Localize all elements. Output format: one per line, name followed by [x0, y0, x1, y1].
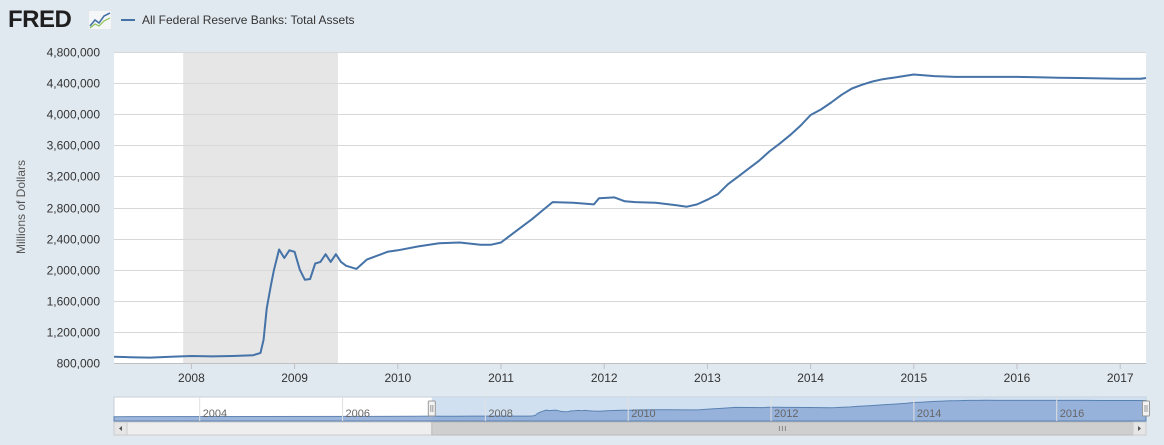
- x-tick-label: 2008: [178, 371, 205, 385]
- x-tick-label: 2010: [384, 371, 411, 385]
- scroll-left-arrow-icon: [119, 426, 122, 431]
- x-tick-label: 2013: [694, 371, 721, 385]
- y-tick-label: 2,800,000: [47, 202, 101, 216]
- series-layer: [113, 73, 1147, 359]
- y-tick-label: 4,800,000: [47, 46, 101, 60]
- fred-chart-logo-icon: [88, 10, 112, 30]
- x-tick-label: 2014: [797, 371, 824, 385]
- x-tick-label: 2012: [591, 371, 618, 385]
- y-tick-label: 2,000,000: [47, 264, 101, 278]
- recession-band: [183, 52, 338, 363]
- y-tick-label: 4,000,000: [47, 108, 101, 122]
- scroll-right-arrow-icon: [1138, 426, 1141, 431]
- navigator-left-handle[interactable]: [427, 400, 436, 417]
- y-tick-label: 1,200,000: [47, 326, 101, 340]
- navigator-tick-label: 2006: [346, 408, 370, 420]
- navigator-tick-label: 2014: [917, 408, 941, 420]
- x-tick-label: 2016: [1004, 371, 1031, 385]
- y-tick-label: 3,600,000: [47, 139, 101, 153]
- x-tick-label: 2015: [900, 371, 927, 385]
- x-tick-label: 2009: [281, 371, 308, 385]
- y-tick-label: 4,400,000: [47, 77, 101, 91]
- navigator-right-handle[interactable]: [1142, 400, 1150, 417]
- fred-logo[interactable]: FRED: [8, 6, 72, 33]
- series-line[interactable]: [113, 73, 1147, 359]
- chart-header: FRED All Federal Reserve Banks: Total As…: [0, 0, 1164, 44]
- navigator-tick-label: 2004: [203, 408, 227, 420]
- navigator-tick-label: 2008: [488, 408, 512, 420]
- x-tick-label: 2011: [488, 371, 514, 385]
- navigator-series-area: [113, 399, 1147, 422]
- x-tick-label: 2017: [1107, 371, 1134, 385]
- legend-series-label[interactable]: All Federal Reserve Banks: Total Assets: [142, 13, 355, 27]
- recession-shading-layer: [183, 52, 338, 363]
- navigator-tick-label: 2016: [1060, 408, 1084, 420]
- navigator-tick-label: 2010: [631, 408, 655, 420]
- y-axis-label: Millions of Dollars: [14, 160, 28, 254]
- y-tick-label: 3,200,000: [47, 170, 101, 184]
- y-axis: 800,000 1,200,000 1,600,000 2,000,000 2,400,…: [47, 46, 101, 371]
- navigator-tick-label: 2012: [774, 408, 798, 420]
- legend-series-swatch: [121, 19, 135, 21]
- y-tick-label: 1,600,000: [47, 295, 101, 309]
- legend[interactable]: All Federal Reserve Banks: Total Assets: [121, 13, 355, 27]
- range-navigator[interactable]: 2004 2006 2008 2010 2012 2014 2016: [113, 396, 1150, 436]
- y-tick-label: 800,000: [57, 357, 101, 371]
- x-axis: 2008 2009 2010 2011 2012 2013 2014 2015 2016 2017: [114, 363, 1146, 385]
- y-tick-label: 2,400,000: [47, 233, 101, 247]
